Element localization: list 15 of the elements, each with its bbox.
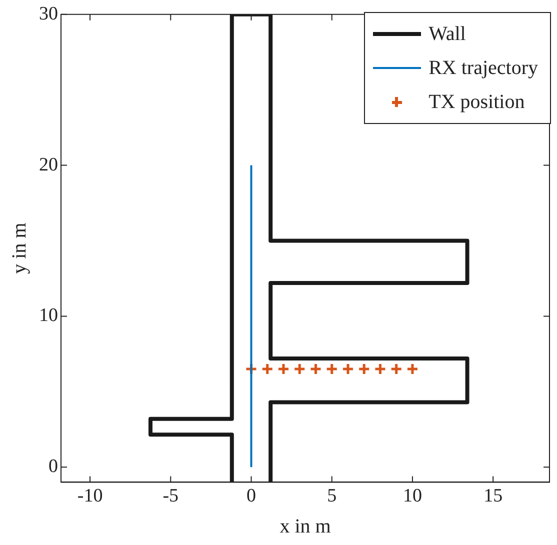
y-tick-label: 20 — [39, 154, 58, 176]
legend-label: Wall — [428, 22, 466, 47]
x-tick-label: 15 — [484, 486, 503, 507]
y-tick-label: 10 — [39, 305, 58, 326]
x-axis-title: x in m — [280, 515, 332, 538]
x-tick-label: 5 — [327, 486, 337, 507]
x-tick-label: -5 — [162, 486, 179, 507]
legend-label: TX position — [428, 90, 525, 115]
x-tick-label: -10 — [77, 486, 103, 507]
legend-label: RX trajectory — [428, 56, 538, 81]
x-tick-label: 10 — [402, 486, 422, 507]
y-tick-label: 30 — [39, 3, 58, 24]
x-tick-label: 0 — [246, 486, 256, 507]
y-axis-title: y in m — [8, 222, 30, 274]
y-tick-label: 0 — [48, 456, 58, 478]
